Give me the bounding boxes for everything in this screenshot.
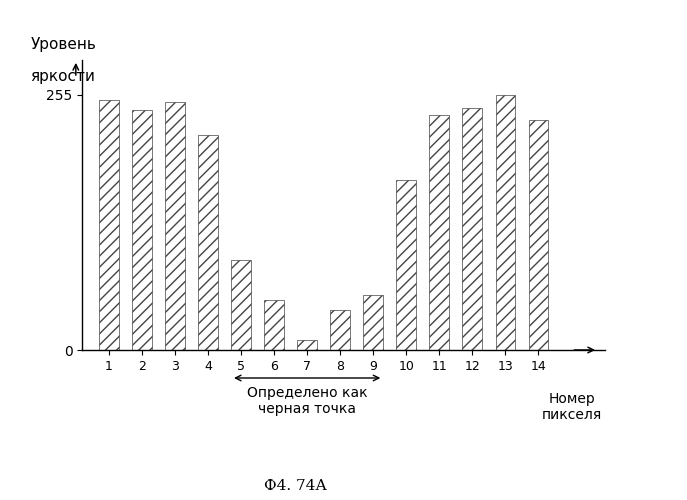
- Text: пикселя: пикселя: [541, 408, 602, 422]
- Text: Номер: Номер: [548, 392, 595, 406]
- Bar: [396, 180, 416, 350]
- Bar: [231, 260, 251, 350]
- Bar: [495, 95, 515, 350]
- Bar: [363, 295, 383, 350]
- Bar: [198, 135, 218, 350]
- Bar: [264, 300, 284, 350]
- Bar: [462, 108, 482, 350]
- Bar: [132, 110, 152, 350]
- Bar: [528, 120, 548, 350]
- Text: Уровень: Уровень: [30, 37, 96, 52]
- Bar: [330, 310, 350, 350]
- Bar: [297, 340, 317, 350]
- Text: Определено как
черная точка: Определено как черная точка: [247, 386, 368, 416]
- Bar: [429, 115, 449, 350]
- Text: Ф4. 74А: Ф4. 74А: [264, 479, 327, 493]
- Text: яркости: яркости: [30, 68, 95, 84]
- Bar: [99, 100, 119, 350]
- Bar: [165, 102, 185, 350]
